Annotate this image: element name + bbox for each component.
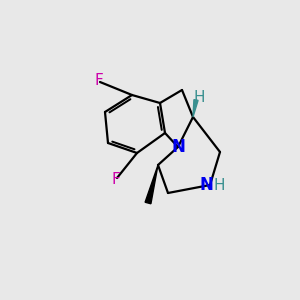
Text: N: N [200, 176, 213, 194]
Polygon shape [145, 165, 158, 204]
Polygon shape [193, 100, 198, 117]
Text: H: H [193, 89, 205, 104]
Text: N: N [171, 138, 185, 156]
Text: F: F [111, 172, 120, 187]
Text: H: H [213, 178, 225, 193]
Text: F: F [94, 73, 103, 88]
